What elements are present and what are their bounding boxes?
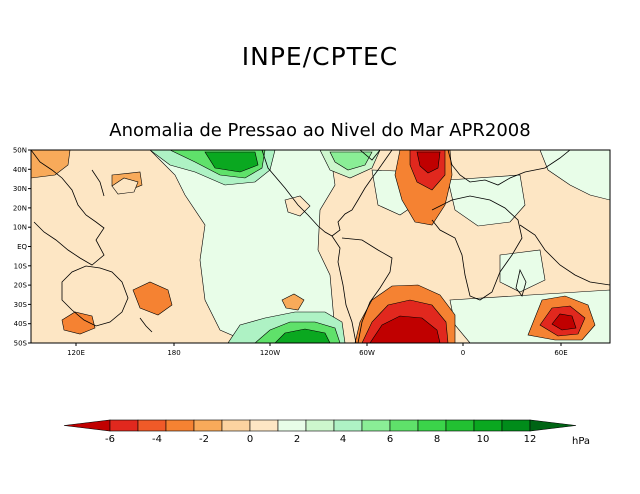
south-america-coast	[331, 235, 393, 343]
lat-label: 40S	[14, 320, 28, 328]
colorbar-bin	[333, 419, 363, 432]
east-pacific-negative	[281, 293, 305, 311]
colorbar-bin	[389, 419, 419, 432]
colorbar-arrow-high	[529, 419, 577, 432]
lat-label: 50N	[13, 147, 27, 155]
asia-coast	[31, 150, 610, 286]
colorbar-bin	[417, 419, 447, 432]
africa-coast	[431, 195, 523, 301]
lat-label: 20N	[13, 204, 27, 212]
colorbar-tick-label: 0	[247, 434, 253, 445]
lat-label: 20S	[14, 282, 28, 290]
lat-label: EQ	[17, 243, 27, 251]
colorbar-bin	[277, 419, 307, 432]
lon-label: 120E	[67, 349, 85, 357]
lon-label: 0	[461, 349, 465, 357]
axes: 50N 40N 30N 20N 10N EQ 10S 20S 30S 40S 50S 120E 180 1…	[13, 147, 568, 358]
japan-coast	[91, 169, 105, 197]
lat-label: 10S	[14, 262, 28, 270]
lon-label: 60W	[359, 349, 375, 357]
colorbar-tick-label: -4	[152, 434, 162, 445]
indian-positive	[499, 249, 546, 293]
colorbar-tick-label: -6	[105, 434, 115, 445]
south-indian-max	[551, 313, 577, 331]
lat-label: 50S	[14, 340, 28, 348]
greenland-coast	[359, 150, 381, 161]
anomaly-field	[31, 150, 610, 343]
colorbar: -6 -4 -2 0 2 4 6 8 10 12 hPa	[63, 419, 590, 447]
colorbar-tick-label: -2	[199, 434, 209, 445]
north-pacific-negative-blob	[111, 177, 139, 195]
asia-negative	[31, 150, 71, 179]
colorbar-tick-label: 8	[434, 434, 440, 445]
south-atlantic-max	[369, 315, 441, 343]
colorbar-bin	[361, 419, 391, 432]
tasman-negative	[132, 281, 173, 316]
lon-label: 120W	[260, 349, 280, 357]
north-america-coast	[261, 150, 393, 237]
north-africa-positive	[447, 174, 526, 227]
lat-label: 30N	[13, 185, 27, 193]
colorbar-tick-label: 6	[387, 434, 393, 445]
south-pacific-max	[274, 328, 331, 343]
colorbar-tick-label: 12	[524, 434, 537, 445]
colorbar-bin	[305, 419, 335, 432]
colorbar-bin	[445, 419, 475, 432]
colorbar-bin	[109, 419, 139, 432]
new-zealand-coast	[139, 317, 153, 333]
colorbar-tick-label: 10	[477, 434, 490, 445]
map-title: Anomalia de Pressao ao Nivel do Mar APR2…	[109, 120, 531, 141]
colorbar-bin	[249, 419, 279, 432]
australia-coast	[61, 265, 129, 327]
madagascar-coast	[515, 268, 527, 297]
coastlines	[31, 150, 610, 343]
eurasia-positive	[539, 150, 610, 201]
north-pacific-ne-core	[329, 151, 373, 171]
colorbar-bin	[221, 419, 251, 432]
lat-label: 40N	[13, 166, 27, 174]
colorbar-bin	[137, 419, 167, 432]
colorbar-tick-label: 2	[294, 434, 300, 445]
north-atlantic-max	[416, 151, 441, 174]
north-pacific-max	[204, 151, 259, 173]
colorbar-arrow-low	[63, 419, 111, 432]
colorbar-bin	[193, 419, 223, 432]
colorbar-bin	[165, 419, 195, 432]
lon-label: 180	[167, 349, 180, 357]
lon-label: 60E	[554, 349, 567, 357]
lat-label: 30S	[14, 301, 28, 309]
europe-coast	[447, 150, 571, 186]
colorbar-tick-label: 4	[340, 434, 346, 445]
lat-label: 10N	[13, 224, 27, 232]
header-title: INPE/CPTEC	[241, 42, 399, 71]
colorbar-unit: hPa	[572, 436, 590, 447]
colorbar-bin	[501, 419, 531, 432]
colorbar-bin	[473, 419, 503, 432]
